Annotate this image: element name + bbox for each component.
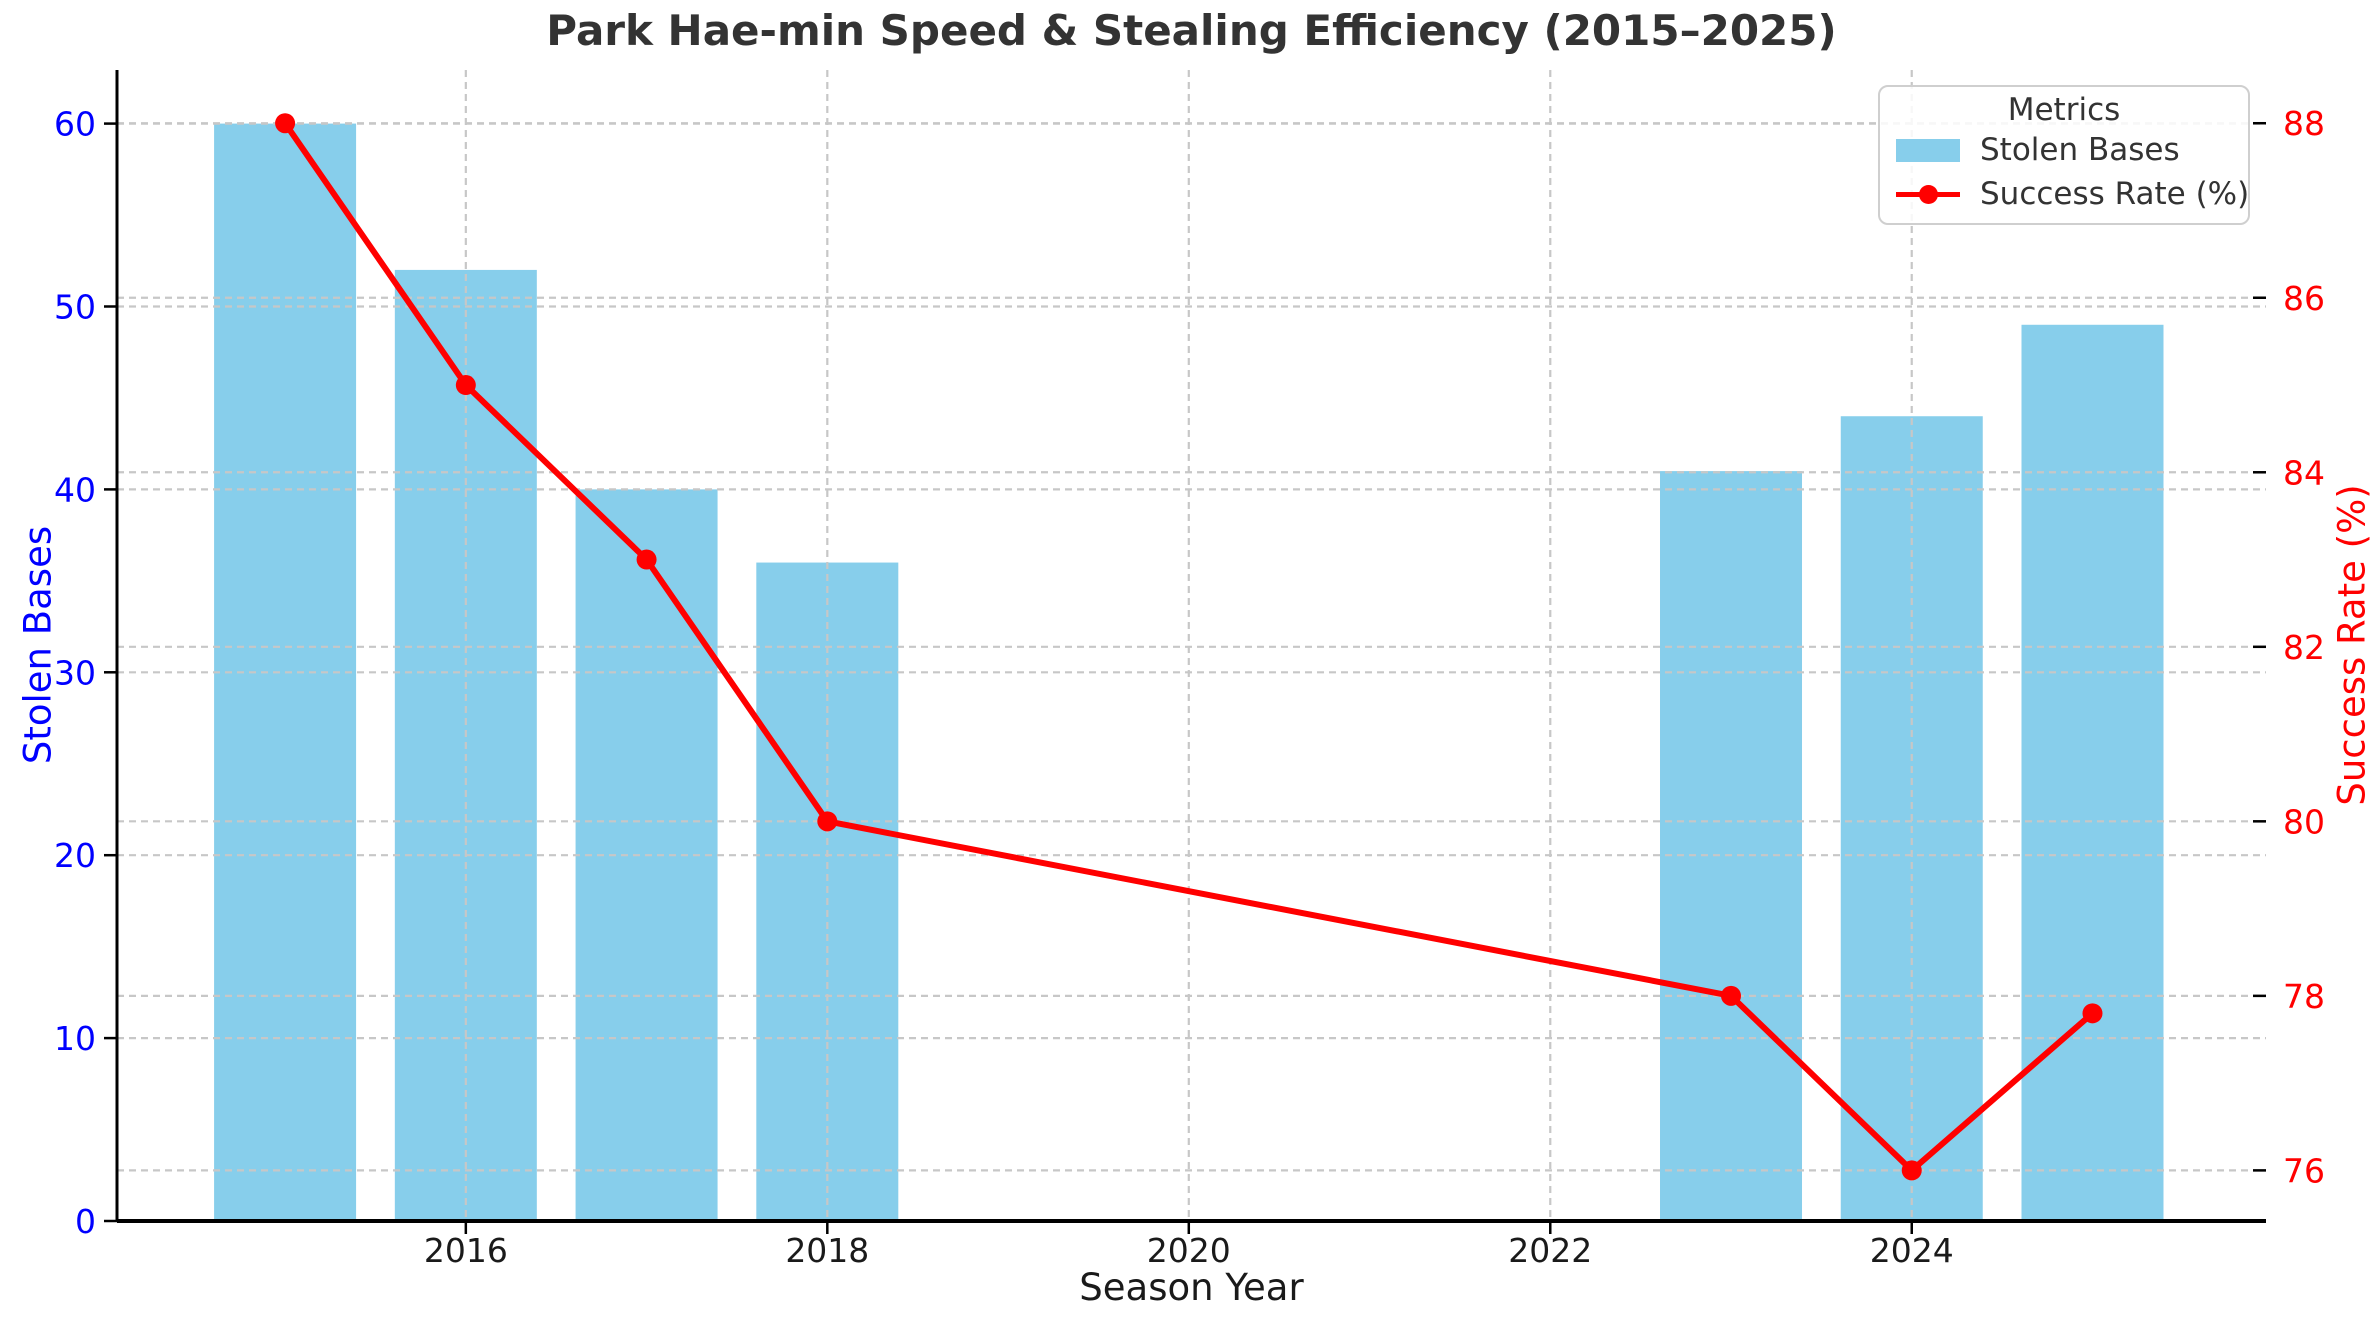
y-right-tick-label: 88 xyxy=(2283,104,2325,143)
x-tick-label: 2024 xyxy=(1870,1231,1954,1270)
x-tick-label: 2018 xyxy=(785,1231,869,1270)
legend: Metrics Stolen Bases Success Rate (%) xyxy=(1878,85,2250,225)
y-right-tick-label: 82 xyxy=(2283,628,2325,667)
y-right-tick-label: 76 xyxy=(2283,1151,2325,1190)
bar-2023 xyxy=(1660,471,1803,1222)
y-left-tick-label: 30 xyxy=(54,653,96,692)
y-left-tick-label: 60 xyxy=(54,105,96,144)
x-axis-label: Season Year xyxy=(1079,1266,1304,1309)
legend-item-stolen-bases: Stolen Bases xyxy=(1880,128,2248,172)
y-right-tick-label: 80 xyxy=(2283,802,2325,841)
y-left-tick-label: 0 xyxy=(75,1202,96,1241)
y-axis-label-right: Success Rate (%) xyxy=(2330,484,2374,806)
legend-item-label: Success Rate (%) xyxy=(1980,176,2250,212)
data-point-2024 xyxy=(1901,1160,1922,1181)
y-right-tick-label: 84 xyxy=(2283,453,2325,492)
data-point-2018 xyxy=(817,811,838,832)
y-left-tick-label: 40 xyxy=(54,470,96,509)
data-point-2023 xyxy=(1721,985,1742,1006)
y-right-tick-label: 78 xyxy=(2283,977,2325,1016)
y-right-tick-label: 86 xyxy=(2283,279,2325,318)
legend-item-label: Stolen Bases xyxy=(1980,132,2180,168)
y-axis-label-left: Stolen Bases xyxy=(16,525,60,765)
data-point-2025 xyxy=(2082,1003,2103,1024)
legend-swatch-line-icon xyxy=(1896,183,1960,206)
x-tick-label: 2016 xyxy=(424,1231,508,1270)
y-left-tick-label: 10 xyxy=(54,1019,96,1058)
chart-title: Park Hae-min Speed & Stealing Efficiency… xyxy=(546,6,1837,55)
legend-swatch-bar-icon xyxy=(1896,138,1960,162)
x-tick-label: 2020 xyxy=(1147,1231,1231,1270)
bar-2025 xyxy=(2021,324,2164,1221)
data-point-2015 xyxy=(275,113,296,134)
data-point-2016 xyxy=(455,375,476,396)
legend-item-success-rate: Success Rate (%) xyxy=(1880,172,2250,216)
legend-title: Metrics xyxy=(2007,92,2121,128)
x-tick-label: 2022 xyxy=(1508,1231,1592,1270)
y-left-tick-label: 20 xyxy=(54,836,96,875)
y-left-tick-label: 50 xyxy=(54,287,96,326)
data-point-2017 xyxy=(636,549,657,570)
